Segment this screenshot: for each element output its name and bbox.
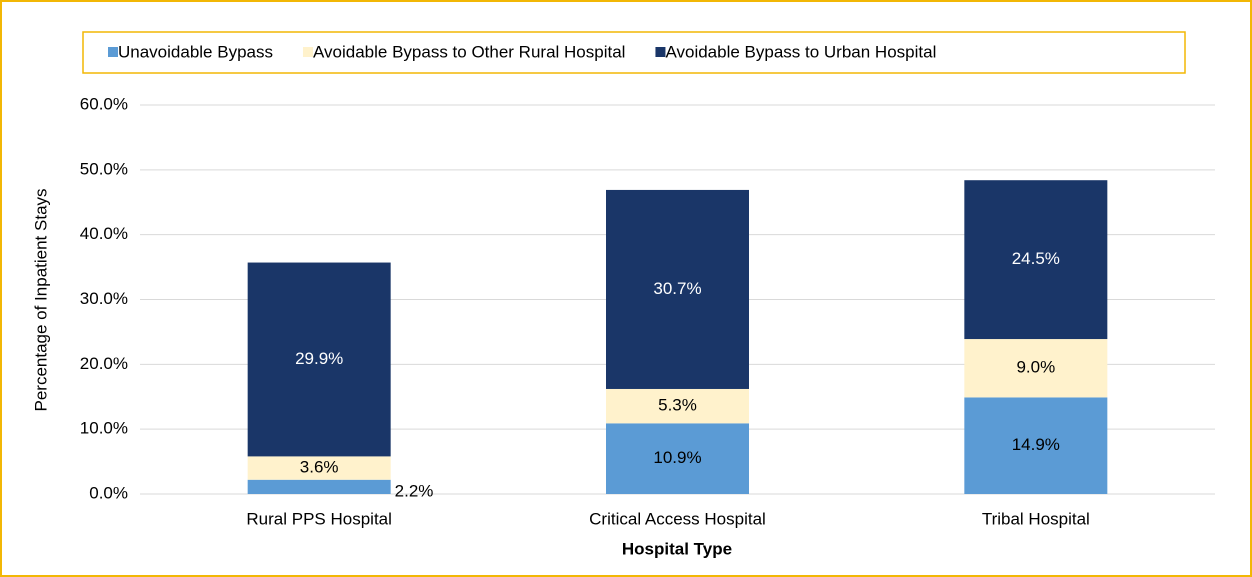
y-tick-label: 50.0%	[80, 159, 128, 178]
legend-label: Avoidable Bypass to Urban Hospital	[665, 42, 936, 61]
legend-label: Unavoidable Bypass	[118, 42, 273, 61]
bar-segment	[247, 262, 391, 457]
y-tick-label: 10.0%	[80, 419, 128, 438]
data-label: 14.9%	[1012, 435, 1060, 454]
legend-marker	[108, 47, 118, 57]
data-label: 5.3%	[658, 396, 697, 415]
y-tick-label: 30.0%	[80, 289, 128, 308]
legend-marker	[302, 47, 313, 57]
y-tick-label: 40.0%	[80, 224, 128, 243]
data-label: 29.9%	[295, 349, 343, 368]
legend-marker	[655, 47, 666, 57]
legend-label: Avoidable Bypass to Other Rural Hospital	[313, 42, 625, 61]
y-tick-label: 60.0%	[80, 94, 128, 113]
x-tick-label: Critical Access Hospital	[589, 509, 766, 528]
y-tick-label: 0.0%	[89, 483, 128, 502]
data-label: 9.0%	[1016, 358, 1055, 377]
data-label: 2.2%	[395, 481, 434, 500]
data-label: 3.6%	[300, 458, 339, 477]
legend-box	[82, 31, 1186, 74]
bar-segment	[964, 339, 1108, 398]
bar-segment	[964, 180, 1108, 340]
data-label: 10.9%	[653, 448, 701, 467]
x-tick-label: Tribal Hospital	[982, 509, 1090, 528]
bar-segment	[606, 423, 749, 494]
y-axis-title: Percentage of Inpatient Stays	[31, 188, 50, 411]
bar-segment	[606, 189, 749, 389]
y-tick-label: 20.0%	[80, 354, 128, 373]
data-label: 24.5%	[1012, 249, 1060, 268]
bar-segment	[964, 397, 1108, 494]
x-tick-label: Rural PPS Hospital	[246, 509, 392, 528]
bar-segment	[606, 388, 749, 424]
bar-segment	[247, 456, 391, 480]
x-axis-title: Hospital Type	[622, 539, 732, 558]
data-label: 30.7%	[653, 279, 701, 298]
bar-segment	[247, 479, 391, 494]
